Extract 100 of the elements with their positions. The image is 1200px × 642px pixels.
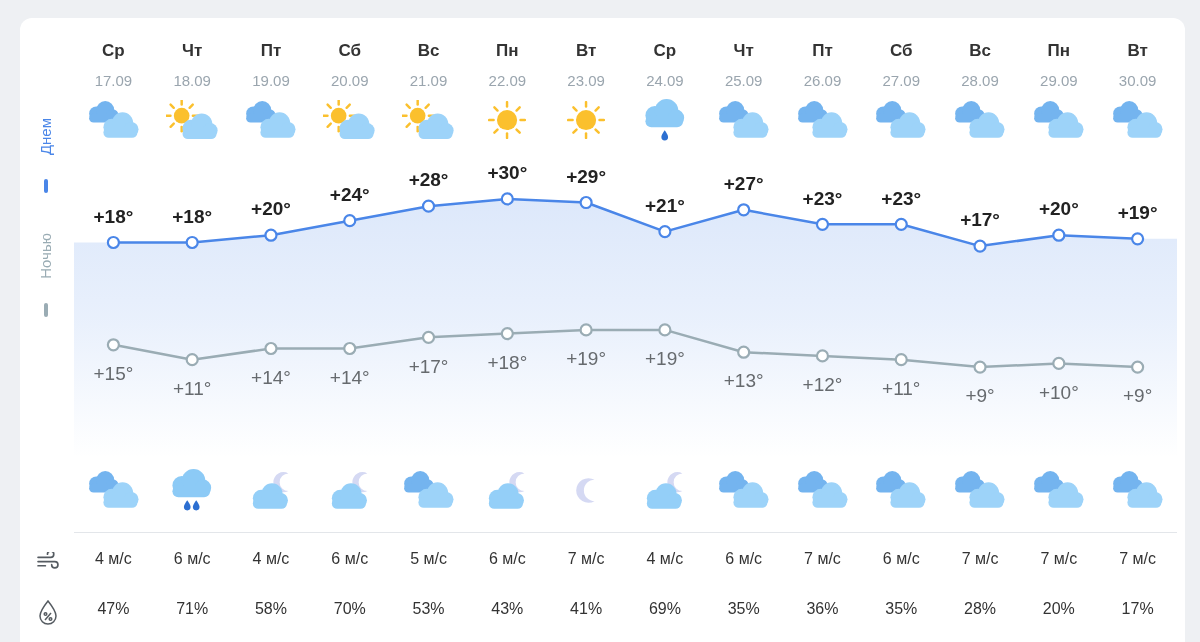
data-label: +18° <box>172 205 213 227</box>
data-label: +12° <box>802 374 843 396</box>
x-tick-label: Ср 24.09 <box>646 40 684 90</box>
point <box>737 203 751 217</box>
x-tick-label: Пн 29.09 <box>1040 40 1078 90</box>
text: Днем <box>37 118 54 156</box>
point <box>106 235 120 250</box>
text: 7 м/с <box>1119 550 1157 568</box>
point <box>1131 360 1145 374</box>
text: 7 м/с <box>804 550 841 568</box>
point <box>658 224 672 239</box>
data-label: +14° <box>329 366 370 388</box>
point <box>185 235 199 250</box>
x-tick-label: Вт 23.09 <box>567 40 605 90</box>
point <box>737 345 751 359</box>
x-tick-label: Пт 19.09 <box>252 40 290 90</box>
text: Ночью <box>37 233 54 279</box>
text: 5 м/с <box>410 550 447 568</box>
data-label: +14° <box>251 366 291 388</box>
data-label: +15° <box>93 363 134 385</box>
x-tick-label: Чт 25.09 <box>724 40 763 90</box>
text: 6 м/с <box>882 550 920 568</box>
point <box>658 323 672 337</box>
point <box>264 341 278 356</box>
x-tick-label: Вс 28.09 <box>961 40 999 90</box>
text: 71% <box>176 600 209 618</box>
data-label: +24° <box>329 183 370 205</box>
data-label: +29° <box>566 165 607 187</box>
point <box>343 214 357 228</box>
point <box>1131 232 1145 246</box>
text: 6 м/с <box>488 550 526 568</box>
x-tick-label: Ср 17.09 <box>94 40 133 90</box>
data-label: +23° <box>881 187 922 209</box>
data-label: +11° <box>172 377 212 399</box>
point <box>264 228 278 242</box>
point <box>579 323 593 337</box>
text: 7 м/с <box>961 550 999 568</box>
text: 6 м/с <box>725 550 763 568</box>
data-label: +21° <box>644 194 685 216</box>
data-label: +20° <box>1038 198 1079 220</box>
text: 41% <box>570 600 603 618</box>
x-tick-label: Пт 26.09 <box>803 40 842 90</box>
data-label: +11° <box>882 377 921 399</box>
text: 17% <box>1121 600 1154 618</box>
data-label: +9° <box>965 385 995 407</box>
data-label: +18° <box>487 351 528 373</box>
point <box>815 217 830 231</box>
text: 47% <box>97 600 130 618</box>
data-label: +19° <box>1117 202 1158 224</box>
text: 7 м/с <box>567 550 605 568</box>
point <box>421 199 436 213</box>
data-label: +17° <box>408 355 449 377</box>
text: 4 м/с <box>252 550 290 568</box>
point <box>973 239 987 253</box>
data-label: +20° <box>251 198 291 220</box>
data-label: +28° <box>408 169 449 191</box>
text: 70% <box>333 600 366 618</box>
text: 6 м/с <box>331 550 369 568</box>
text: 58% <box>254 600 287 618</box>
x-tick-label: Вт 30.09 <box>1118 40 1157 90</box>
text: 35% <box>727 600 760 618</box>
text: 28% <box>964 600 997 618</box>
data-label: +18° <box>93 205 134 227</box>
data-label: +30° <box>487 162 528 184</box>
x-tick-label: Вс 21.09 <box>409 40 448 90</box>
point <box>1052 356 1066 370</box>
data-label: +17° <box>960 209 1000 231</box>
data-label: +13° <box>723 370 764 392</box>
text: 4 м/с <box>94 550 132 568</box>
data-label: +23° <box>802 187 843 209</box>
point <box>973 360 987 374</box>
data-label: +19° <box>566 348 607 370</box>
text: 7 м/с <box>1040 550 1078 568</box>
text: 43% <box>491 600 524 618</box>
point <box>421 330 436 344</box>
point <box>343 341 357 356</box>
text: 20% <box>1042 600 1075 618</box>
point <box>1052 228 1066 242</box>
text: 35% <box>885 600 918 618</box>
text: 6 м/с <box>173 550 211 568</box>
data-label: +19° <box>644 348 685 370</box>
x-tick-label: Чт 18.09 <box>173 40 211 90</box>
point <box>500 327 514 341</box>
point <box>500 192 514 206</box>
data-label: +10° <box>1038 381 1079 403</box>
x-tick-label: Пн 22.09 <box>488 40 527 90</box>
text: 69% <box>648 600 681 618</box>
x-tick-label: Сб 20.09 <box>330 40 369 90</box>
x-tick-label: Сб 27.09 <box>882 40 921 90</box>
text: 53% <box>412 600 445 618</box>
data-label: +9° <box>1122 385 1153 407</box>
point <box>894 353 908 367</box>
data-label: +27° <box>723 173 764 195</box>
point <box>106 338 120 352</box>
point <box>579 195 593 210</box>
point <box>185 353 199 367</box>
point <box>815 349 830 363</box>
point <box>894 217 908 231</box>
text: 4 м/с <box>646 550 684 568</box>
text: 36% <box>806 600 839 618</box>
